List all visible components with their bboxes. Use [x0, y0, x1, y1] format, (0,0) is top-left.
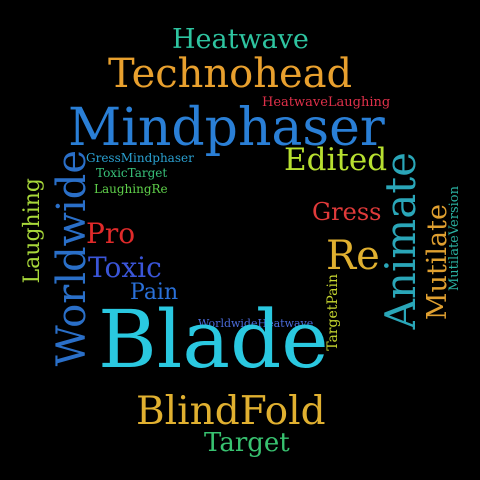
- word-laughing: Laughing: [20, 178, 45, 284]
- word-laughingre: LaughingRe: [94, 182, 168, 196]
- word-worldwideheatwave: WorldwideHeatwave: [198, 317, 314, 330]
- word-animate: Animate: [376, 152, 425, 330]
- word-pro: Pro: [86, 217, 136, 250]
- word-blindfold: BlindFold: [136, 389, 326, 434]
- word-heatwave: Heatwave: [172, 24, 309, 55]
- word-pain: Pain: [130, 280, 179, 305]
- word-re: Re: [326, 233, 380, 279]
- word-gressmindphaser: GressMindphaser: [86, 151, 194, 165]
- word-technohead: Technohead: [108, 51, 353, 97]
- word-mindphaser: Mindphaser: [68, 98, 385, 158]
- word-toxic: Toxic: [88, 251, 162, 284]
- word-edited: Edited: [284, 142, 388, 178]
- word-target: Target: [204, 428, 290, 458]
- word-gress: Gress: [312, 198, 382, 226]
- word-toxictarget: ToxicTarget: [96, 166, 168, 180]
- word-heatwavelaughing: HeatwaveLaughing: [262, 95, 391, 110]
- word-blade: Blade: [98, 293, 329, 386]
- word-worldwide: Worldwide: [49, 150, 95, 367]
- word-mutilateversion: MutilateVersion: [447, 186, 462, 292]
